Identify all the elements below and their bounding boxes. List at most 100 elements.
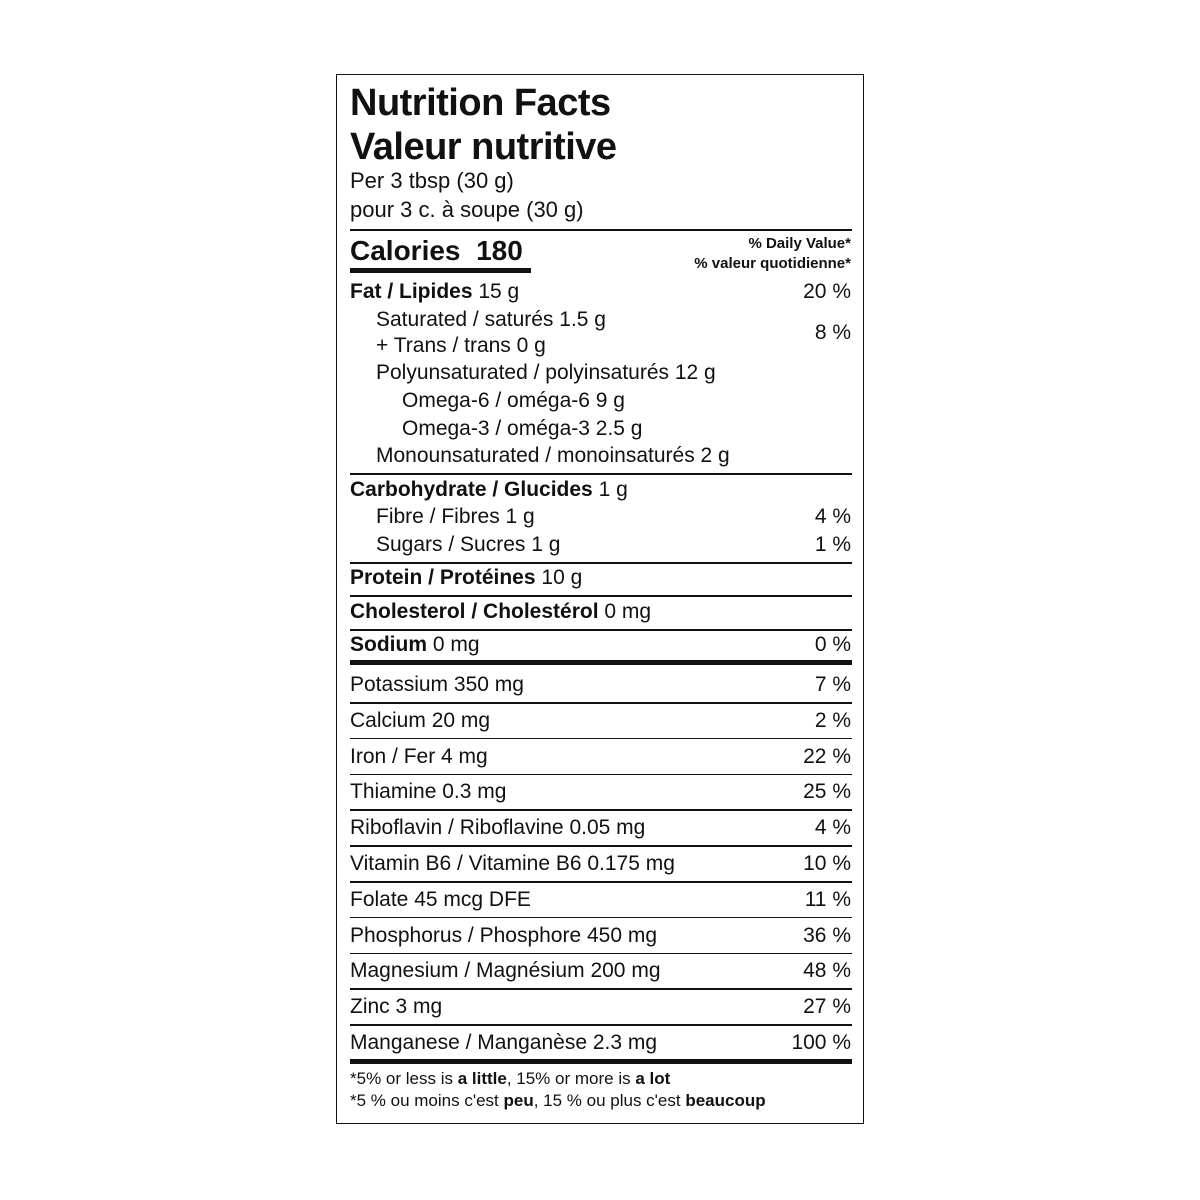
nutrient-dv: 100 % bbox=[791, 1031, 851, 1054]
mineral-row: Phosphorus / Phosphore 450 mg 36 % bbox=[350, 923, 851, 949]
mineral-row: Thiamine 0.3 mg 25 % bbox=[350, 779, 851, 805]
sodium-row: Sodium 0 mg 0 % bbox=[350, 632, 851, 658]
nutrient-dv: 27 % bbox=[803, 995, 851, 1019]
carb-row: Carbohydrate / Glucides 1 g bbox=[350, 477, 851, 503]
calories-label: Calories bbox=[350, 235, 461, 266]
divider bbox=[350, 737, 852, 740]
nutrient-amount: 0.05 mg bbox=[569, 816, 646, 840]
nutrient-amount: 1 g bbox=[505, 505, 535, 528]
nutrient-name: Vitamin B6 / Vitamine B6 bbox=[350, 852, 582, 875]
divider bbox=[350, 952, 852, 955]
nutrient-name: Riboflavin / Riboflavine bbox=[350, 816, 564, 840]
footnote-bold: beaucoup bbox=[685, 1091, 766, 1110]
nutrient-name: Sodium bbox=[350, 633, 427, 656]
nutrient-name: Polyunsaturated / polyinsaturés bbox=[376, 361, 670, 384]
serving-fr: pour 3 c. à soupe (30 g) bbox=[350, 197, 584, 222]
omega6-row: Omega-6 / oméga-6 9 g bbox=[402, 388, 851, 414]
nutrient-amount: 350 mg bbox=[453, 673, 524, 696]
nutrient-name: Iron / Fer bbox=[350, 744, 436, 768]
serving-en: Per 3 tbsp (30 g) bbox=[350, 168, 514, 193]
nutrient-amount: 2 g bbox=[700, 444, 730, 467]
nutrient-dv: 48 % bbox=[803, 959, 851, 983]
nutrient-amount: 200 mg bbox=[590, 959, 661, 983]
mineral-row: Iron / Fer 4 mg 22 % bbox=[350, 744, 851, 770]
title-fr: Valeur nutritive bbox=[350, 126, 617, 168]
mineral-row: Potassium 350 mg 7 % bbox=[350, 672, 851, 698]
nutrient-amount: 0 mg bbox=[604, 600, 652, 623]
footnote-en: *5% or less is a little, 15% or more is … bbox=[350, 1068, 670, 1090]
nutrient-name: Cholesterol / Cholestérol bbox=[350, 600, 599, 623]
divider bbox=[350, 773, 852, 776]
footnote-text: *5 % ou moins c'est bbox=[350, 1091, 504, 1110]
nutrient-amount: 0.3 mg bbox=[442, 780, 507, 804]
cholesterol-row: Cholesterol / Cholestérol 0 mg bbox=[350, 599, 851, 625]
divider bbox=[350, 702, 852, 704]
nutrient-dv: 36 % bbox=[803, 923, 851, 947]
nutrient-dv: 22 % bbox=[803, 744, 851, 768]
mineral-row: Magnesium / Magnésium 200 mg 48 % bbox=[350, 958, 851, 984]
nutrient-name: Zinc bbox=[350, 995, 390, 1019]
nutrient-dv: 1 % bbox=[814, 533, 851, 556]
nutrient-name: Omega-6 / oméga-6 bbox=[402, 389, 590, 412]
nutrient-name: Protein / Protéines bbox=[350, 566, 536, 589]
calories: Calories 180 bbox=[350, 234, 523, 268]
nutrient-dv: 25 % bbox=[803, 780, 851, 804]
divider bbox=[350, 562, 852, 564]
nutrient-name: + Trans / trans bbox=[376, 334, 511, 357]
nutrient-dv: 7 % bbox=[814, 673, 851, 696]
nutrition-facts-box bbox=[336, 74, 864, 1124]
mineral-row: Riboflavin / Riboflavine 0.05 mg 4 % bbox=[350, 815, 851, 841]
nutrient-name: Thiamine bbox=[350, 780, 437, 804]
nutrient-amount: 9 g bbox=[595, 389, 625, 412]
nutrient-name: Folate bbox=[350, 887, 409, 911]
nutrient-amount: 3 mg bbox=[395, 995, 443, 1019]
nutrient-amount: 0.175 mg bbox=[587, 852, 675, 875]
divider bbox=[350, 845, 852, 847]
fat-row: Fat / Lipides 15 g 20 % bbox=[350, 279, 851, 305]
nutrient-name: Saturated / saturés bbox=[376, 308, 554, 331]
calories-value: 180 bbox=[476, 235, 523, 266]
nutrient-dv: 4 % bbox=[814, 816, 851, 840]
mono-row: Monounsaturated / monoinsaturés 2 g bbox=[376, 443, 851, 469]
dv-header-fr: % valeur quotidienne* bbox=[694, 255, 851, 272]
nutrient-amount: 15 g bbox=[478, 280, 520, 303]
nutrient-amount: 20 mg bbox=[431, 708, 491, 732]
calories-underline bbox=[350, 268, 531, 273]
trans-row: + Trans / trans 0 g bbox=[376, 333, 851, 359]
divider bbox=[350, 988, 852, 990]
nutrient-name: Magnesium / Magnésium bbox=[350, 959, 585, 983]
nutrient-name: Potassium bbox=[350, 673, 449, 696]
divider bbox=[350, 881, 852, 883]
footnote-fr: *5 % ou moins c'est peu, 15 % ou plus c'… bbox=[350, 1090, 766, 1112]
divider bbox=[350, 916, 852, 919]
mineral-row: Manganese / Manganèse 2.3 mg 100 % bbox=[350, 1030, 851, 1056]
mineral-row: Calcium 20 mg 2 % bbox=[350, 708, 851, 734]
nutrient-name: Fibre / Fibres bbox=[376, 505, 500, 528]
nutrient-name: Monounsaturated / monoinsaturés bbox=[376, 444, 695, 467]
poly-row: Polyunsaturated / polyinsaturés 12 g bbox=[376, 360, 851, 386]
nutrient-name: Sugars / Sucres bbox=[376, 533, 526, 556]
nutrient-dv: 8 % bbox=[814, 321, 851, 344]
title-en: Nutrition Facts bbox=[350, 82, 611, 124]
nutrient-amount: 10 g bbox=[541, 566, 583, 589]
nutrient-amount: 4 mg bbox=[441, 744, 488, 768]
thick-divider bbox=[350, 660, 852, 665]
nutrient-amount: 45 mcg DFE bbox=[414, 887, 531, 911]
footnote-text: , 15 % ou plus c'est bbox=[533, 1091, 686, 1110]
fibre-row: Fibre / Fibres 1 g 4 % bbox=[376, 504, 851, 530]
nutrient-amount: 1 g bbox=[598, 478, 628, 501]
divider bbox=[350, 229, 852, 231]
mineral-row: Folate 45 mcg DFE 11 % bbox=[350, 887, 851, 913]
sugars-row: Sugars / Sucres 1 g 1 % bbox=[376, 532, 851, 558]
nutrient-amount: 2.5 g bbox=[595, 417, 643, 440]
nutrient-name: Manganese / Manganèse bbox=[350, 1031, 587, 1054]
nutrient-amount: 450 mg bbox=[587, 923, 658, 947]
divider bbox=[350, 629, 852, 631]
nutrient-dv: 2 % bbox=[814, 708, 851, 732]
nutrient-name: Omega-3 / oméga-3 bbox=[402, 417, 590, 440]
nutrient-amount: 12 g bbox=[674, 361, 716, 384]
footnote-bold: peu bbox=[503, 1091, 534, 1110]
mineral-row: Zinc 3 mg 27 % bbox=[350, 994, 851, 1020]
protein-row: Protein / Protéines 10 g bbox=[350, 565, 851, 591]
